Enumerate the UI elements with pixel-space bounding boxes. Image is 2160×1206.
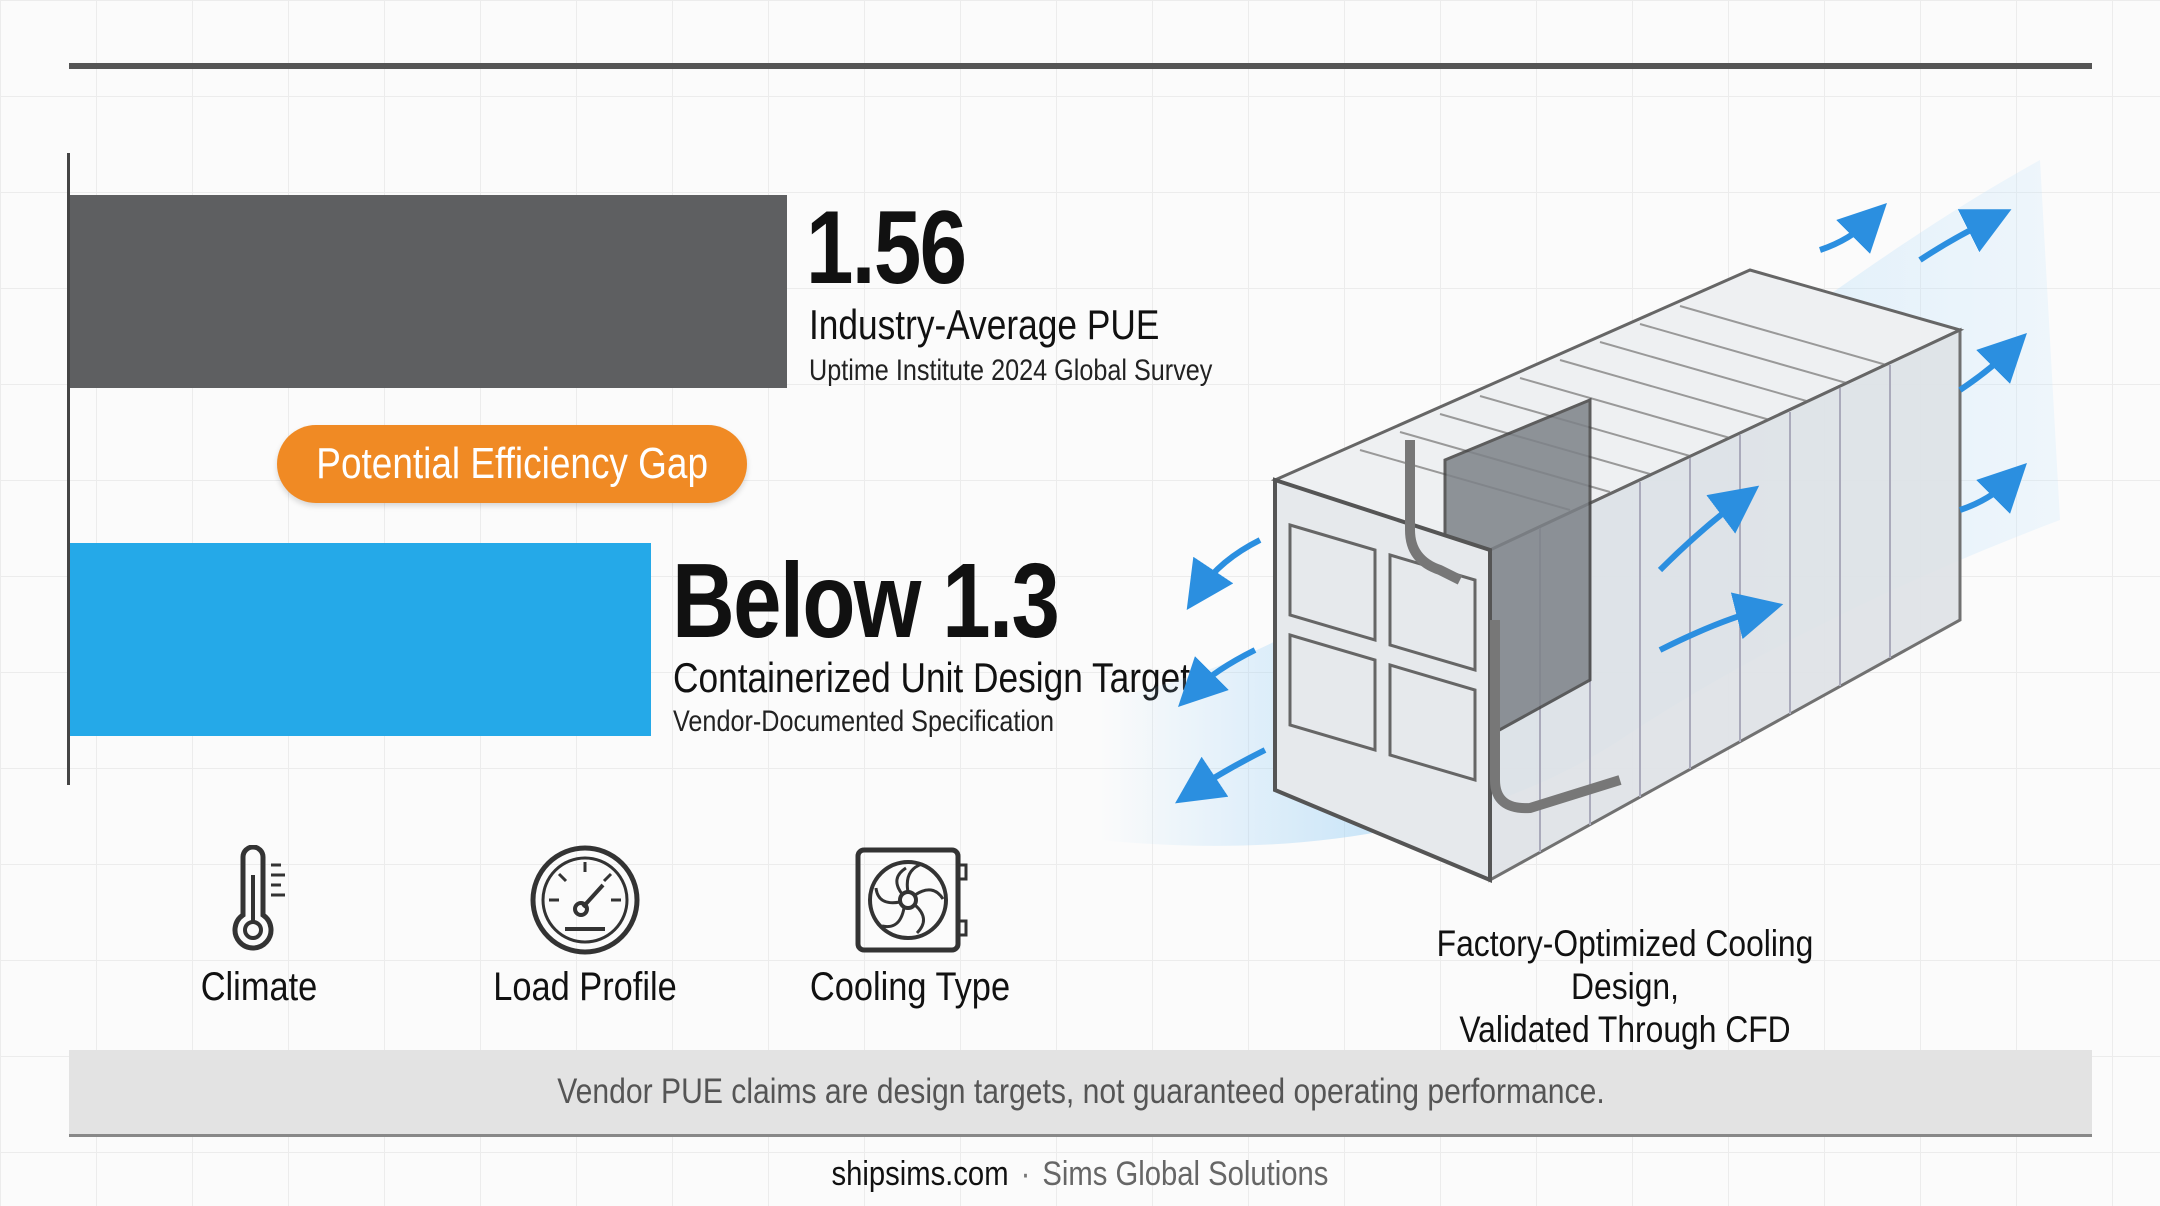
target-pue-value: Below 1.3 <box>672 542 1060 660</box>
industry-pue-label: Industry-Average PUE <box>809 301 1160 348</box>
target-pue-bar <box>70 543 651 736</box>
factor-climate: Climate <box>139 845 379 1010</box>
gauge-icon <box>530 845 640 955</box>
bottom-rule <box>69 1134 2092 1137</box>
fan-icon <box>855 847 968 953</box>
container-illustration <box>1100 160 2060 884</box>
illustration-caption-line1: Factory-Optimized Cooling Design, <box>1436 923 1814 1007</box>
factor-cooling-type: Cooling Type <box>790 845 1030 1010</box>
container-front <box>1273 477 1492 884</box>
efficiency-gap-label: Potential Efficiency Gap <box>316 439 708 488</box>
industry-pue-source: Uptime Institute 2024 Global Survey <box>809 354 1213 387</box>
factor-cooling-type-label: Cooling Type <box>809 965 1011 1009</box>
target-pue-source: Vendor-Documented Specification <box>673 705 1055 738</box>
factor-climate-label: Climate <box>200 965 318 1009</box>
factor-load-profile: Load Profile <box>465 845 705 1010</box>
footer-separator: · <box>1020 1155 1031 1193</box>
industry-pue-bar <box>70 195 787 388</box>
top-rule <box>69 63 2092 69</box>
disclaimer-banner: Vendor PUE claims are design targets, no… <box>69 1050 2092 1134</box>
thermometer-icon <box>232 845 285 951</box>
factor-load-profile-label: Load Profile <box>493 965 677 1009</box>
industry-pue-value: 1.56 <box>806 190 967 306</box>
airflow-arrows <box>1175 203 2027 804</box>
footer: shipsims.com · Sims Global Solutions <box>0 1155 2160 1194</box>
coolant-pipe <box>1405 440 1463 585</box>
footer-site: shipsims.com <box>831 1155 1009 1193</box>
efficiency-gap-badge: Potential Efficiency Gap <box>277 425 747 503</box>
disclaimer-text: Vendor PUE claims are design targets, no… <box>556 1072 1605 1111</box>
footer-brand: Sims Global Solutions <box>1042 1155 1329 1193</box>
target-pue-label: Containerized Unit Design Target <box>673 654 1191 701</box>
bar-axis <box>67 153 70 785</box>
